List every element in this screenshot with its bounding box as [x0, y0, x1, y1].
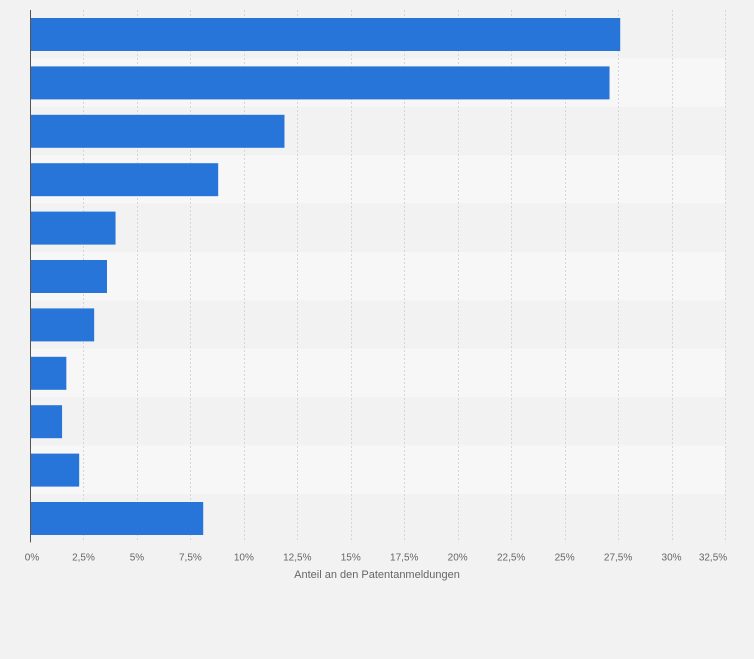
row-band	[30, 397, 725, 446]
x-tick-label: 25%	[555, 552, 575, 563]
row-band	[30, 348, 725, 398]
bar[interactable]	[30, 163, 219, 197]
x-tick-label: 15%	[341, 552, 361, 563]
x-tick-label: 17,5%	[390, 552, 418, 563]
x-tick-label: 5%	[130, 552, 145, 563]
x-tick-label: 7,5%	[179, 552, 202, 563]
x-tick-label: 27,5%	[604, 552, 632, 563]
bar[interactable]	[30, 405, 63, 439]
bar[interactable]	[30, 308, 95, 342]
x-tick-labels: 0% 2,5% 5% 7,5% 10% 12,5% 15% 17,5% 20% 22,5% 25% 2…	[25, 552, 728, 563]
x-axis-title: Anteil an den Patentanmeldungen	[294, 569, 460, 581]
x-tick-label: 22,5%	[497, 552, 525, 563]
bar[interactable]	[30, 18, 621, 51]
row-band	[30, 300, 725, 349]
x-tick-label: 2,5%	[72, 552, 95, 563]
bar[interactable]	[30, 211, 116, 245]
bar[interactable]	[30, 66, 610, 100]
x-tick-label: 12,5%	[283, 552, 311, 563]
bar[interactable]	[30, 453, 80, 487]
row-band	[30, 445, 725, 494]
bar[interactable]	[30, 502, 204, 535]
bar[interactable]	[30, 114, 285, 148]
x-tick-label: 20%	[448, 552, 468, 563]
x-tick-label: 30%	[662, 552, 682, 563]
row-band	[30, 203, 725, 252]
x-tick-label: 32,5%	[699, 552, 727, 563]
row-band	[30, 252, 725, 301]
bar[interactable]	[30, 260, 107, 293]
bars	[30, 18, 621, 535]
x-tick-label: 0%	[25, 552, 40, 563]
x-tick-label: 10%	[234, 552, 254, 563]
bar[interactable]	[30, 356, 67, 390]
